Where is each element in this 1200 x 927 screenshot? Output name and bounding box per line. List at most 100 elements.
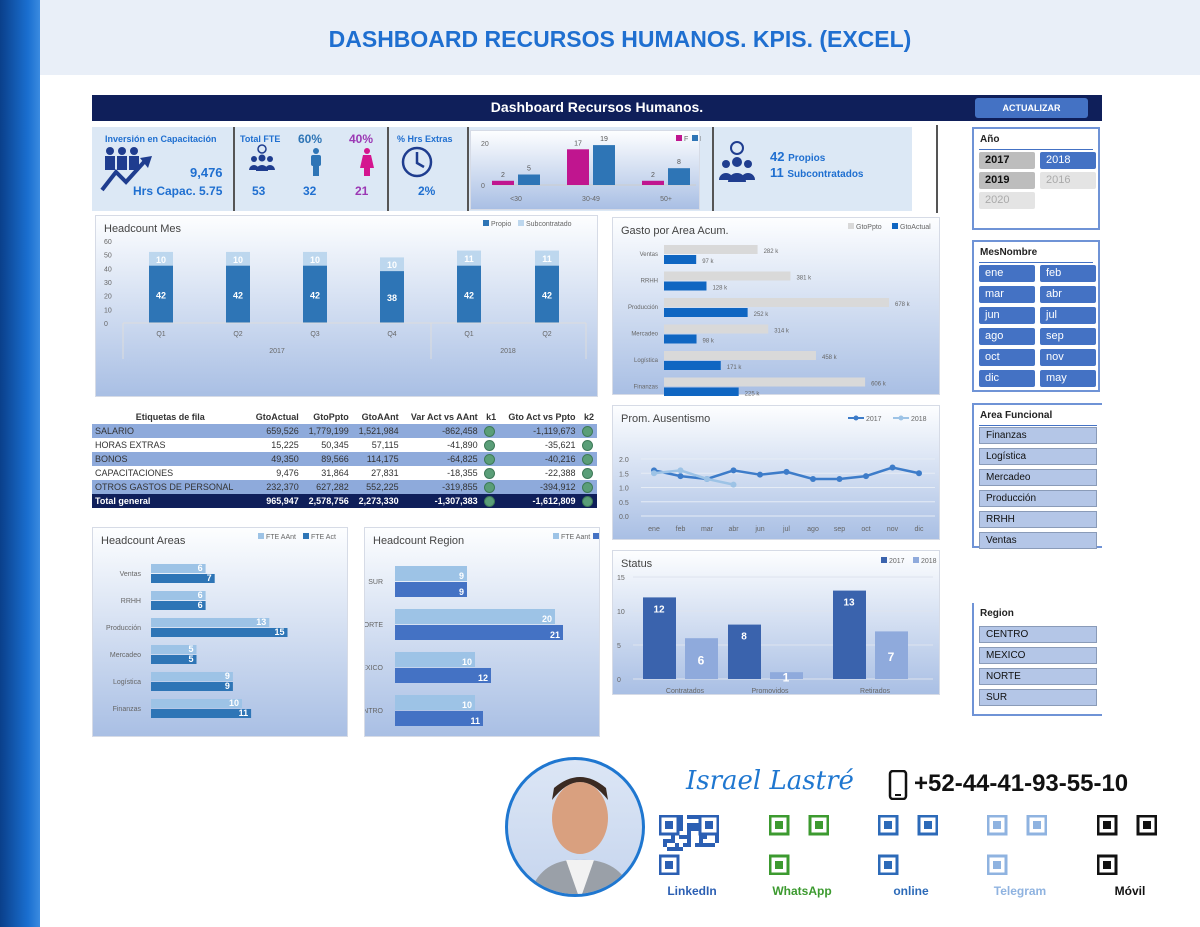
qr-code-online[interactable] (878, 815, 938, 875)
area-option[interactable]: Logística (979, 448, 1097, 465)
month-option-may[interactable]: may (1040, 370, 1096, 387)
region-option[interactable]: MEXICO (979, 647, 1097, 664)
column-header: k2 (578, 410, 597, 424)
link-label-linkedin[interactable]: LinkedIn (667, 884, 717, 898)
month-option-abr[interactable]: abr (1040, 286, 1096, 303)
y-tick-label: 20 (104, 294, 112, 301)
category-label: RRHH (641, 279, 658, 285)
y-tick-label: 10 (104, 307, 112, 314)
area-option[interactable]: Ventas (979, 532, 1097, 549)
legend-swatch (676, 135, 682, 141)
divider (936, 125, 938, 213)
bar-2018 (875, 631, 908, 679)
bar-GtoActual (664, 361, 721, 370)
female-icon (360, 148, 374, 176)
month-slicer: MesNombre ene feb mar abr jun jul ago sep oct nov… (972, 240, 1100, 392)
qr-module (667, 847, 671, 851)
data-label: 98 k (703, 339, 715, 345)
bar-FTE-AAnt (151, 645, 197, 654)
area-option[interactable]: Finanzas (979, 427, 1097, 444)
data-label: 252 k (754, 312, 770, 318)
link-label-online[interactable]: online (893, 884, 929, 898)
point-2017 (757, 471, 763, 478)
legend-swatch (258, 533, 264, 539)
x-tick-label: Promovidos (752, 688, 789, 695)
year-option-2019[interactable]: 2019 (979, 172, 1035, 189)
qr-finder (1026, 815, 1047, 836)
update-button[interactable]: ACTUALIZAR (975, 98, 1088, 118)
year-option-2017[interactable]: 2017 (979, 152, 1035, 169)
year-option-2016[interactable]: 2016 (1040, 172, 1096, 189)
male-icon (311, 148, 321, 176)
y-tick-label: 60 (104, 239, 112, 246)
area-option[interactable]: RRHH (979, 511, 1097, 528)
legend-label: GtoActual (900, 224, 931, 231)
data-label: 12 (653, 604, 665, 615)
y-tick-label: 0 (481, 183, 485, 190)
own-label: Propios (788, 153, 826, 164)
month-option-jul[interactable]: jul (1040, 307, 1096, 324)
month-option-ago[interactable]: ago (979, 328, 1035, 345)
year-option-2020[interactable]: 2020 (979, 192, 1035, 209)
bar-2017 (643, 597, 676, 679)
sub-staff: 11 Subcontratados (770, 165, 864, 180)
year-option-2018[interactable]: 2018 (1040, 152, 1096, 169)
qr-module (691, 815, 695, 819)
bar-FTE-Act (151, 709, 252, 718)
data-label: 5 (188, 644, 193, 654)
chart-title: Gasto por Area Acum. (621, 225, 729, 237)
area-option[interactable]: Mercadeo (979, 469, 1097, 486)
total-row: Total general 965,947 2,578,756 2,273,330 -1… (92, 494, 597, 508)
month-option-sep[interactable]: sep (1040, 328, 1096, 345)
legend-label: FTE Aant (561, 534, 590, 541)
qr-module (679, 815, 683, 819)
region-option[interactable]: NORTE (979, 668, 1097, 685)
month-option-nov[interactable]: nov (1040, 349, 1096, 366)
expense-pivot-table: Etiquetas de fila GtoActual GtoPpto GtoAAnt… (92, 410, 597, 508)
qr-finder (1103, 861, 1111, 869)
chart-title: Headcount Areas (101, 535, 186, 547)
qr-code-telegram[interactable] (987, 815, 1047, 875)
month-option-oct[interactable]: oct (979, 349, 1035, 366)
table-cell: HORAS EXTRAS (95, 440, 166, 450)
qr-code-whatsapp[interactable] (769, 815, 829, 875)
qr-finder (1097, 854, 1118, 875)
data-label: 42 (310, 290, 320, 300)
region-option[interactable]: CENTRO (979, 626, 1097, 643)
qr-code-móvil[interactable] (1097, 815, 1157, 875)
month-option-dic[interactable]: dic (979, 370, 1035, 387)
chart-title: Prom. Ausentismo (621, 413, 710, 425)
table-cell: 659,526 (248, 424, 302, 438)
legend-label: FTE AAnt (266, 534, 296, 541)
bar-Propio (380, 271, 404, 323)
qr-module (695, 815, 699, 819)
link-label-whatsapp[interactable]: WhatsApp (772, 884, 832, 898)
bar-GtoPpto (664, 271, 791, 281)
x-tick-label: 30-49 (582, 196, 600, 203)
month-option-mar[interactable]: mar (979, 286, 1035, 303)
link-label-móvil[interactable]: Móvil (1114, 884, 1146, 898)
table-cell: 50,345 (321, 440, 349, 450)
month-option-jun[interactable]: jun (979, 307, 1035, 324)
table-cell: 1,779,199 (301, 424, 352, 438)
region-option[interactable]: SUR (979, 689, 1097, 706)
bar-Propio (457, 265, 481, 323)
qr-finder (884, 861, 892, 869)
month-option-ene[interactable]: ene (979, 265, 1035, 282)
qr-module (699, 835, 703, 839)
data-label: 10 (233, 255, 243, 265)
link-label-telegram[interactable]: Telegram (993, 884, 1047, 898)
month-option-feb[interactable]: feb (1040, 265, 1096, 282)
data-label: 19 (600, 136, 608, 143)
table-cell: -41,890 (447, 440, 478, 450)
chart-title: Headcount Mes (104, 223, 182, 235)
qr-code-linkedin[interactable] (659, 815, 719, 875)
y-tick-label: 30 (104, 280, 112, 287)
own-staff: 42 Propios (770, 149, 825, 164)
area-option[interactable]: Producción (979, 490, 1097, 507)
fte-label: Total FTE (240, 134, 281, 144)
legend-marker (898, 415, 904, 421)
bar-FTE-Aant (395, 609, 555, 624)
category-label: Ventas (120, 571, 142, 578)
y-tick-label: 1.0 (619, 486, 629, 493)
